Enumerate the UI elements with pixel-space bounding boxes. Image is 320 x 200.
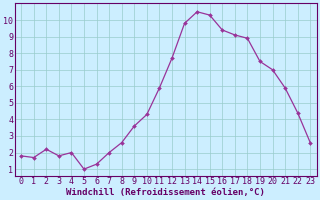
X-axis label: Windchill (Refroidissement éolien,°C): Windchill (Refroidissement éolien,°C) (66, 188, 265, 197)
